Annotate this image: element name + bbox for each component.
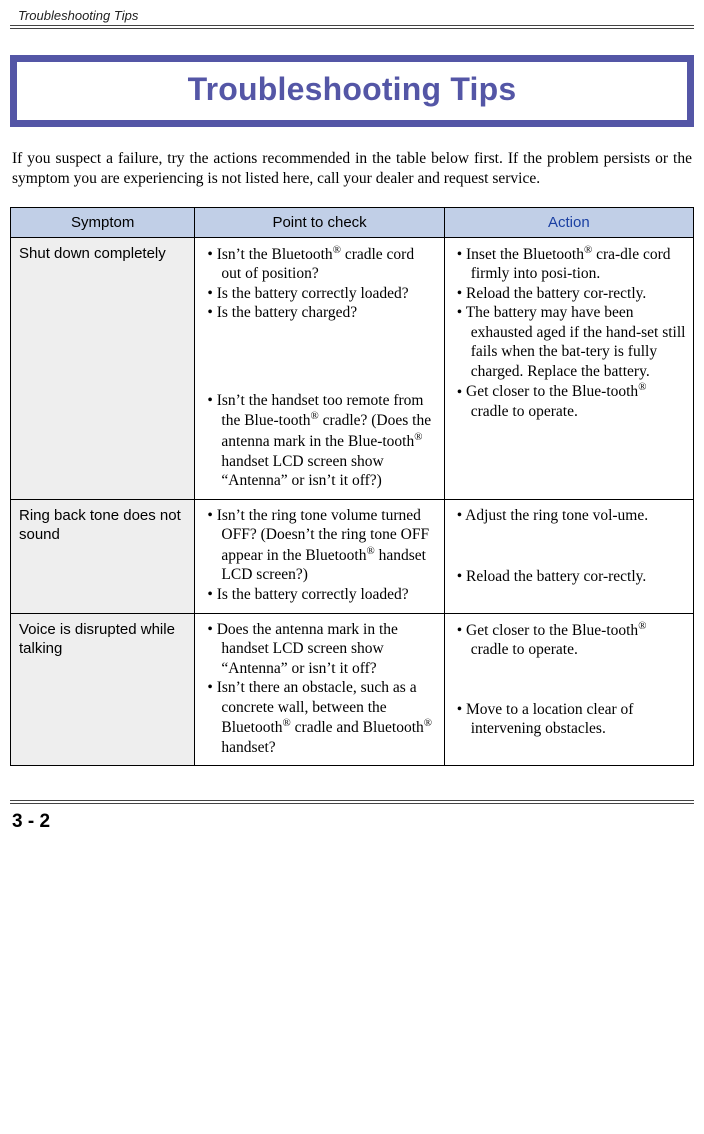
- list-item: Is the battery correctly loaded?: [201, 284, 437, 304]
- spacer: [201, 323, 437, 391]
- intro-paragraph: If you suspect a failure, try the action…: [12, 149, 692, 189]
- list-item: The battery may have been exhausted aged…: [451, 303, 687, 381]
- cell-symptom: Shut down completely: [11, 237, 195, 499]
- th-check: Point to check: [195, 207, 444, 237]
- th-symptom: Symptom: [11, 207, 195, 237]
- table-row: Ring back tone does not sound Isn’t the …: [11, 499, 694, 613]
- cell-action: Get closer to the Blue-tooth® cradle to …: [444, 613, 693, 766]
- list-item: Is the battery correctly loaded?: [201, 585, 437, 605]
- cell-symptom: Voice is disrupted while talking: [11, 613, 195, 766]
- list-item: Adjust the ring tone vol-ume.: [451, 506, 687, 526]
- spacer: [451, 525, 687, 567]
- page-number: 3 - 2: [10, 811, 694, 833]
- table-row: Voice is disrupted while talking Does th…: [11, 613, 694, 766]
- list-item: Reload the battery cor-rectly.: [451, 567, 687, 587]
- th-action: Action: [444, 207, 693, 237]
- list-item: Reload the battery cor-rectly.: [451, 284, 687, 304]
- cell-check: Isn’t the Bluetooth® cradle cord out of …: [195, 237, 444, 499]
- list-item: Isn’t the ring tone volume turned OFF? (…: [201, 506, 437, 585]
- troubleshooting-table: Symptom Point to check Action Shut down …: [10, 207, 694, 767]
- table-row: Shut down completely Isn’t the Bluetooth…: [11, 237, 694, 499]
- title-banner: Troubleshooting Tips: [10, 55, 694, 127]
- cell-action: Inset the Bluetooth® cra-dle cord firmly…: [444, 237, 693, 499]
- header-rule: [10, 25, 694, 29]
- list-item: Does the antenna mark in the handset LCD…: [201, 620, 437, 679]
- page-title: Troubleshooting Tips: [188, 71, 517, 107]
- running-header: Troubleshooting Tips: [10, 8, 694, 25]
- footer-rule: [10, 800, 694, 802]
- cell-check: Isn’t the ring tone volume turned OFF? (…: [195, 499, 444, 613]
- spacer: [451, 660, 687, 700]
- list-item: Get closer to the Blue-tooth® cradle to …: [451, 381, 687, 421]
- cell-check: Does the antenna mark in the handset LCD…: [195, 613, 444, 766]
- list-item: Isn’t the Bluetooth® cradle cord out of …: [201, 244, 437, 284]
- cell-action: Adjust the ring tone vol-ume. Reload the…: [444, 499, 693, 613]
- list-item: Move to a location clear of intervening …: [451, 700, 687, 739]
- list-item: Isn’t the handset too remote from the Bl…: [201, 391, 437, 491]
- footer-rule: [10, 803, 694, 805]
- cell-symptom: Ring back tone does not sound: [11, 499, 195, 613]
- list-item: Is the battery charged?: [201, 303, 437, 323]
- list-item: Isn’t there an obstacle, such as a concr…: [201, 678, 437, 757]
- list-item: Get closer to the Blue-tooth® cradle to …: [451, 620, 687, 660]
- list-item: Inset the Bluetooth® cra-dle cord firmly…: [451, 244, 687, 284]
